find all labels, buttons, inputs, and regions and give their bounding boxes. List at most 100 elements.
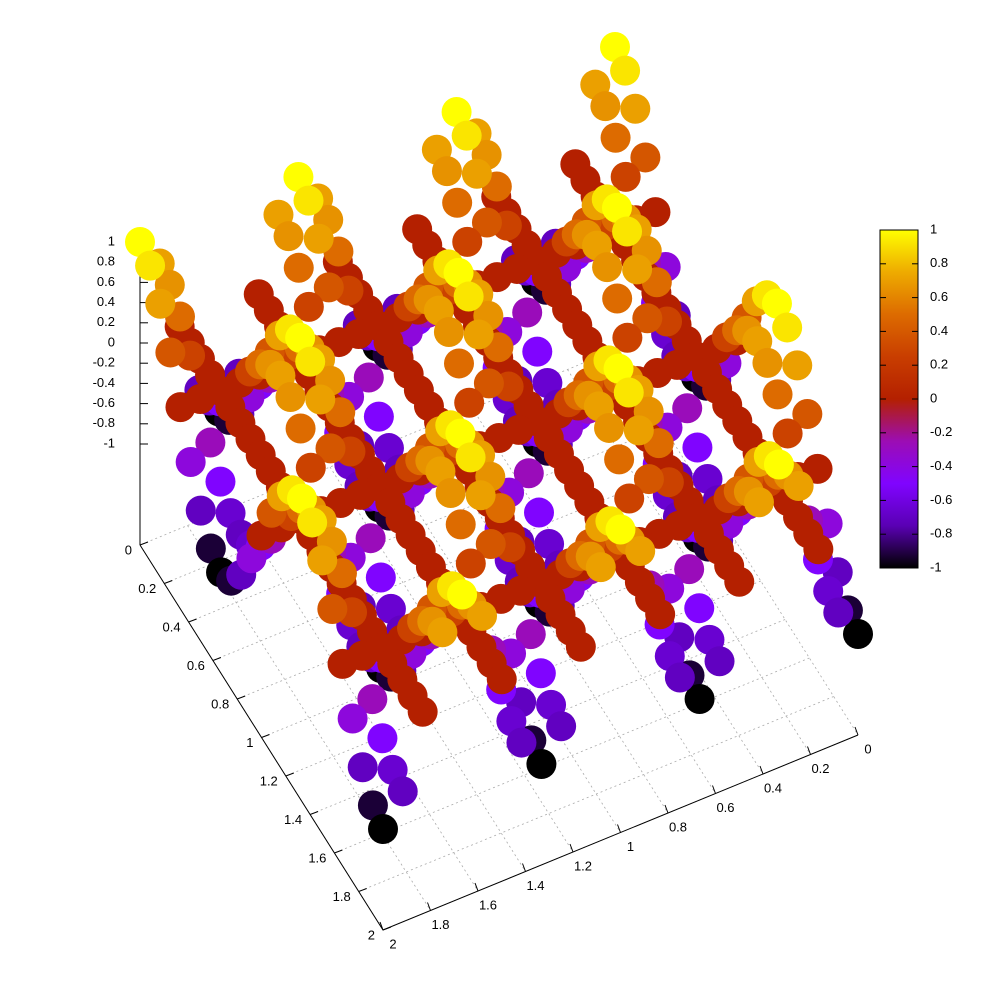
y-tick-label: 1.8 xyxy=(431,917,449,932)
z-tick-label: -0.4 xyxy=(93,375,115,390)
surface-point xyxy=(752,347,783,378)
surface-point xyxy=(337,703,368,734)
grid-line xyxy=(377,447,621,833)
z-tick-label: -0.2 xyxy=(93,355,115,370)
surface-point xyxy=(145,288,176,319)
surface-point xyxy=(475,529,506,560)
surface-point xyxy=(743,487,774,518)
surface-point xyxy=(473,368,504,399)
surface-point xyxy=(445,509,476,540)
surface-point xyxy=(447,579,478,610)
surface-point xyxy=(275,382,306,413)
surface-point xyxy=(195,427,226,458)
z-tick-label: 0.8 xyxy=(97,254,115,269)
surface-point xyxy=(600,32,630,62)
surface-point xyxy=(453,281,484,312)
x-tick xyxy=(261,734,270,738)
colorbar-tick-label: -0.2 xyxy=(930,424,952,439)
surface-point xyxy=(761,288,792,319)
surface-point xyxy=(443,257,474,288)
surface-point xyxy=(236,543,267,574)
surface-point xyxy=(632,303,663,334)
surface-point xyxy=(610,161,641,192)
x-tick-label: 0.4 xyxy=(163,619,181,634)
surface-point xyxy=(452,226,483,257)
surface-point xyxy=(433,317,464,348)
surface-point xyxy=(823,597,854,628)
colorbar-tick-label: -1 xyxy=(930,559,942,574)
surface-point xyxy=(633,464,664,495)
surface-point xyxy=(285,413,316,444)
surface-point xyxy=(307,545,338,576)
y-tick-label: 2 xyxy=(389,936,396,951)
surface-point xyxy=(762,379,793,410)
surface-point xyxy=(387,776,418,807)
surface-point xyxy=(513,458,544,489)
surface-point xyxy=(613,377,644,408)
x-tick xyxy=(139,541,149,546)
grid-line xyxy=(285,580,761,777)
z-tick-label: -1 xyxy=(103,435,115,450)
z-tick-label: 0.2 xyxy=(97,314,115,329)
z-tick-label: -0.6 xyxy=(93,395,115,410)
y-tick-label: 1.6 xyxy=(479,897,497,912)
x-tick-label: 1 xyxy=(246,735,253,750)
x-tick xyxy=(358,888,367,892)
surface-point xyxy=(283,252,314,283)
colorbar-tick-label: 0.4 xyxy=(930,323,948,338)
surface-point xyxy=(630,142,661,173)
surface-point xyxy=(407,696,438,727)
y-tick-label: 0.8 xyxy=(669,819,687,834)
surface-point xyxy=(682,432,713,463)
surface-point xyxy=(525,658,556,689)
surface-point xyxy=(467,600,498,631)
surface-point xyxy=(285,322,316,353)
surface-point xyxy=(546,711,577,742)
surface-point xyxy=(357,684,388,715)
surface-point xyxy=(604,444,635,475)
colorbar-tick-label: -0.4 xyxy=(930,458,952,473)
surface-point xyxy=(443,348,474,379)
surface-point xyxy=(594,412,625,443)
surface-point xyxy=(783,470,814,501)
surface-point xyxy=(486,664,517,695)
surface-point xyxy=(602,283,633,314)
z-tick-label: 1 xyxy=(108,233,115,248)
surface-point xyxy=(724,566,755,597)
surface-point xyxy=(506,727,537,758)
y-tick xyxy=(474,882,479,892)
surface-point xyxy=(327,648,358,679)
surface-point xyxy=(664,662,695,693)
colorbar-tick-label: 0 xyxy=(930,390,937,405)
surface-point xyxy=(524,497,555,528)
colorbar-tick-label: -0.8 xyxy=(930,526,952,541)
y-tick-label: 0 xyxy=(864,741,871,756)
surface-point xyxy=(313,272,344,303)
y-tick-label: 1.2 xyxy=(574,858,592,873)
colorbar xyxy=(879,229,919,569)
y-tick-label: 0.4 xyxy=(764,780,782,795)
x-tick-label: 1.8 xyxy=(333,889,351,904)
surface-point xyxy=(465,480,496,511)
surface-point xyxy=(363,401,394,432)
y-tick xyxy=(854,726,859,736)
surface-point xyxy=(461,158,492,189)
surface-point xyxy=(455,548,486,579)
surface-point xyxy=(782,350,813,381)
surface-point xyxy=(297,507,328,538)
surface-point xyxy=(614,483,645,514)
surface-point xyxy=(463,319,494,350)
x-tick xyxy=(237,695,246,700)
y-tick xyxy=(712,785,716,794)
x-tick-label: 1.2 xyxy=(260,773,278,788)
surface-point xyxy=(155,337,186,368)
x-tick xyxy=(188,618,197,623)
y-tick-label: 1.4 xyxy=(526,878,544,893)
surface-point xyxy=(612,322,643,353)
grid-line xyxy=(234,505,479,892)
x-tick-label: 0 xyxy=(125,542,132,557)
surface-point xyxy=(522,336,553,367)
surface-point xyxy=(590,91,621,122)
